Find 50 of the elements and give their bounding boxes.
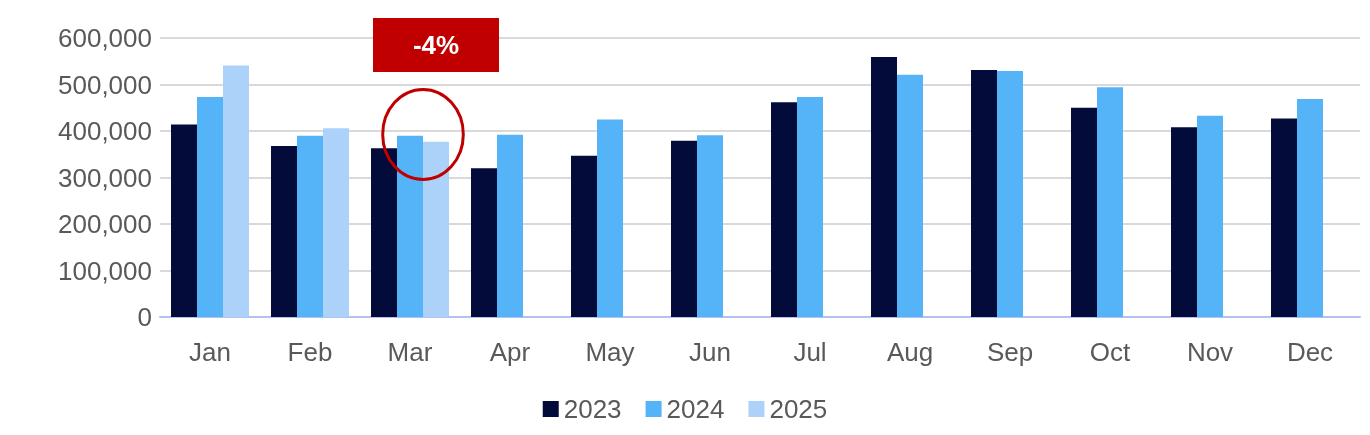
bar — [1197, 115, 1223, 317]
bar — [997, 71, 1023, 317]
bar — [1071, 107, 1097, 317]
legend-label: 2025 — [769, 394, 828, 424]
y-tick-label: 200,000 — [58, 209, 152, 239]
x-tick-label: Oct — [1089, 337, 1131, 367]
bar — [671, 140, 697, 317]
x-tick-label: Apr — [489, 337, 531, 367]
annotation: -4% — [412, 30, 460, 60]
bar — [971, 70, 997, 317]
bar — [497, 134, 523, 317]
bar — [423, 141, 449, 317]
x-tick-label: Mar — [387, 337, 433, 367]
bar — [871, 57, 897, 317]
bar — [223, 65, 249, 317]
y-tick-label: 400,000 — [58, 116, 152, 146]
x-tick-label: Jan — [189, 337, 231, 367]
bar — [197, 97, 223, 317]
bar — [1171, 127, 1197, 317]
bar — [323, 128, 349, 317]
x-tick-label: Jul — [793, 337, 827, 367]
bar — [571, 155, 597, 317]
x-tick-label: Sep — [986, 337, 1034, 367]
bar — [271, 145, 297, 317]
y-tick-label: 0 — [137, 302, 152, 332]
y-tick-label: 600,000 — [58, 23, 152, 53]
x-tick-label: Feb — [287, 337, 333, 367]
legend-label: 2024 — [666, 394, 725, 424]
y-tick-label: 500,000 — [58, 69, 152, 100]
bar — [471, 168, 497, 317]
legend-label: 2023 — [563, 394, 622, 424]
x-tick-label: Jun — [689, 337, 731, 367]
bar — [371, 148, 397, 317]
bar — [397, 135, 423, 317]
bar — [1297, 98, 1323, 317]
bar — [297, 135, 323, 317]
x-tick-label: Aug — [886, 337, 934, 367]
x-tick-label: Dec — [1286, 337, 1334, 367]
bar — [171, 124, 197, 317]
bar — [697, 135, 723, 317]
bar — [597, 119, 623, 317]
bar — [797, 97, 823, 317]
y-tick-label: 100,000 — [58, 255, 152, 286]
x-tick-label: May — [585, 337, 635, 367]
bar — [1271, 118, 1297, 317]
bar — [771, 102, 797, 317]
bar — [897, 74, 923, 317]
y-tick-label: 300,000 — [58, 162, 152, 193]
x-tick-label: Nov — [1186, 337, 1234, 367]
bar — [1097, 87, 1123, 317]
